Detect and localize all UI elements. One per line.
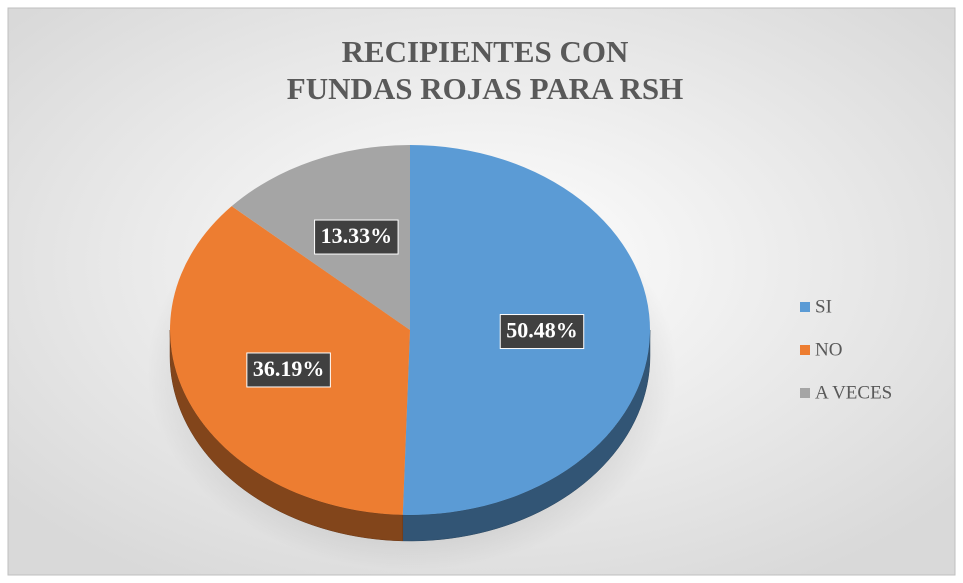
data-label-box — [499, 314, 585, 350]
data-label-box — [314, 219, 399, 255]
legend-swatch — [800, 388, 810, 398]
chart-title: FUNDAS ROJAS PARA RSH — [287, 71, 683, 106]
data-label-text: 13.33% — [321, 223, 393, 248]
chart-title: RECIPIENTES CON — [342, 34, 629, 69]
data-label: 13.33% — [314, 219, 399, 255]
data-label: 36.19% — [246, 352, 331, 388]
legend-label: SI — [815, 296, 832, 317]
legend-label: NO — [815, 339, 842, 360]
legend-swatch — [800, 345, 810, 355]
data-label-text: 50.48% — [506, 318, 578, 343]
legend-swatch — [800, 302, 810, 312]
legend-label: A VECES — [815, 382, 892, 403]
data-label: 50.48% — [499, 314, 585, 350]
data-label-box — [246, 352, 331, 388]
data-label-text: 36.19% — [253, 356, 325, 381]
